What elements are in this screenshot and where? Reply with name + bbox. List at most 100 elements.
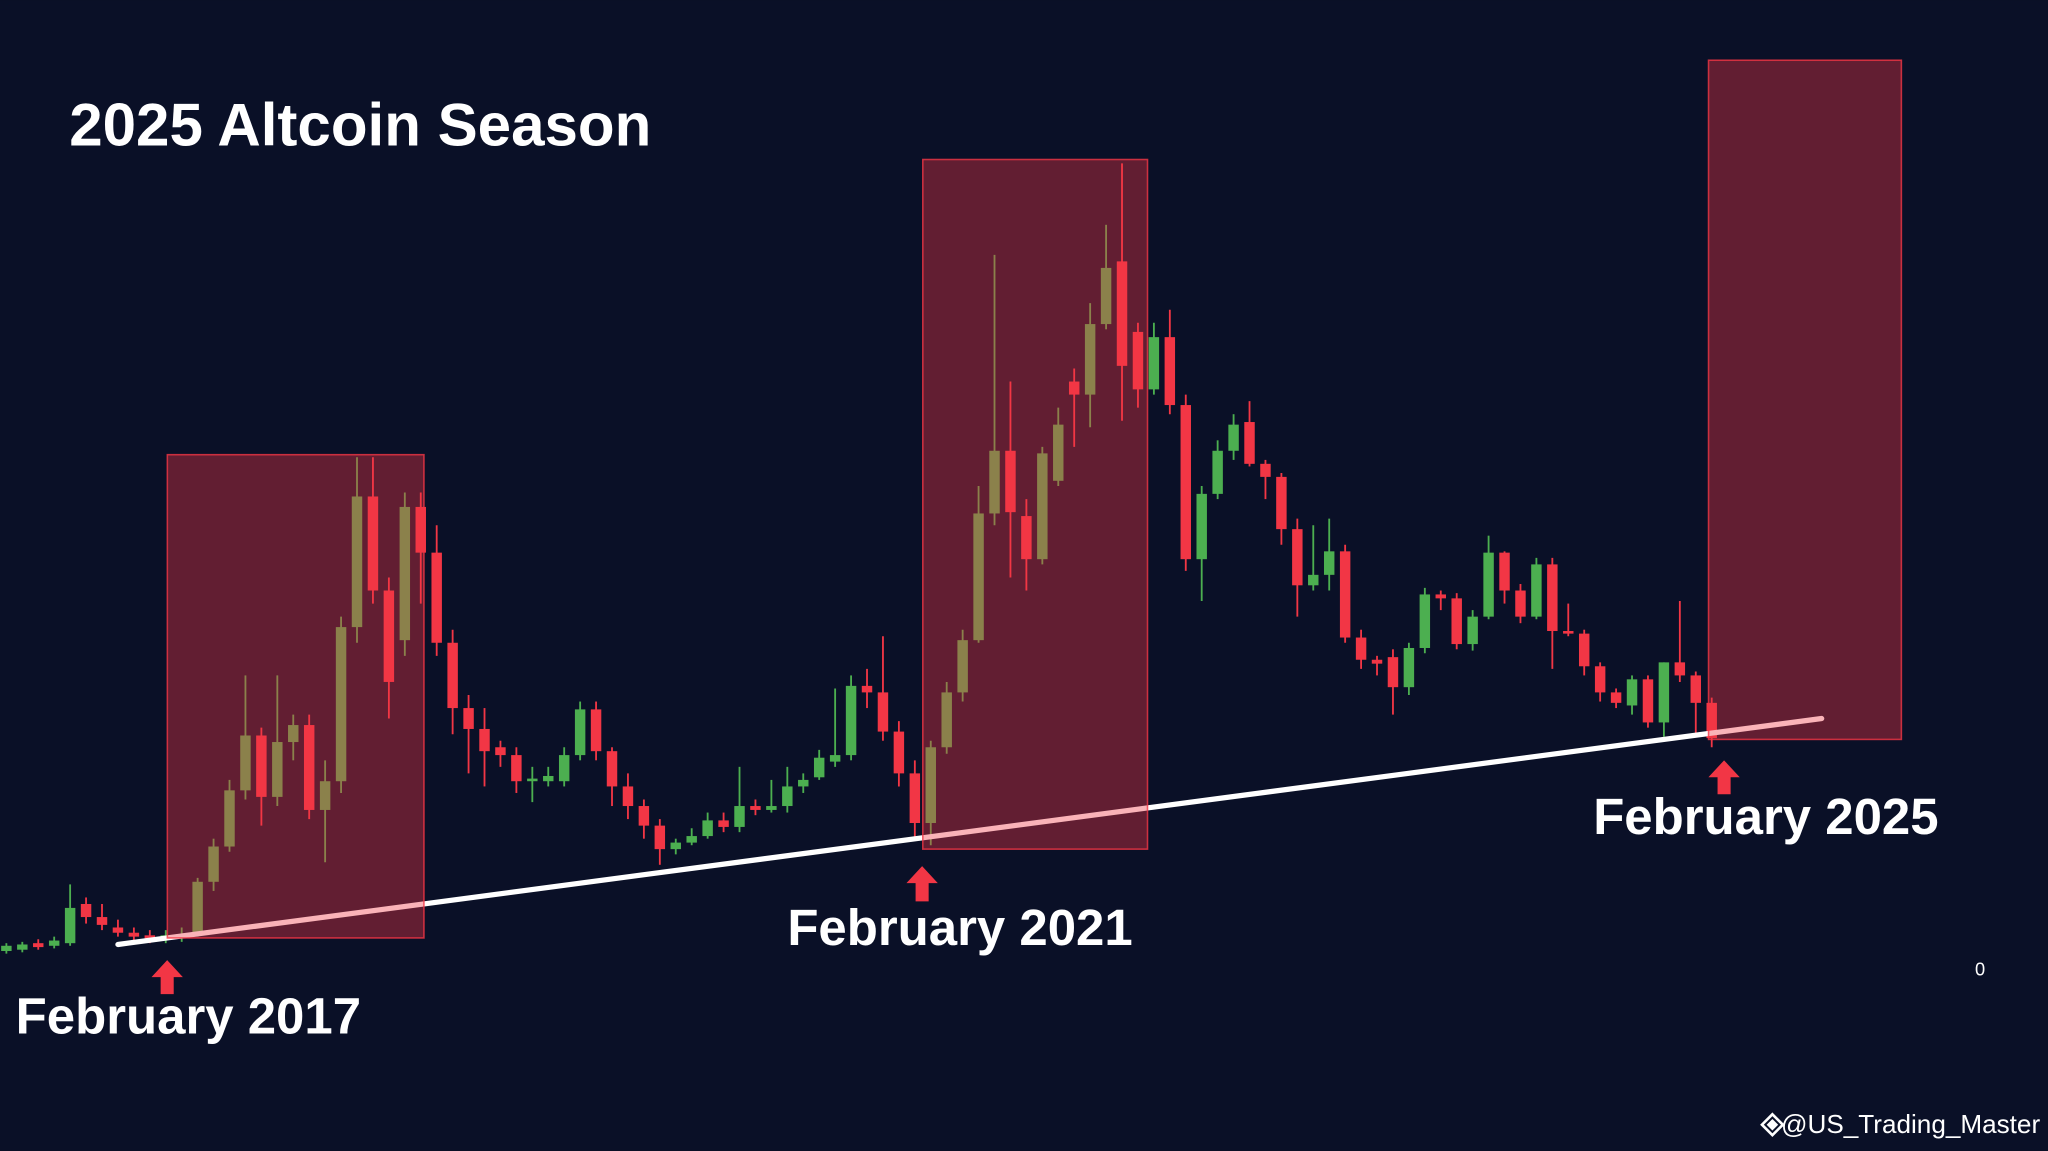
candle-body	[622, 786, 634, 807]
candle-body	[495, 747, 506, 756]
candle-body	[288, 725, 299, 743]
candle-body	[1515, 590, 1526, 617]
candle-body	[1244, 422, 1255, 464]
candle-body	[479, 728, 490, 752]
candle-body	[1132, 331, 1144, 390]
candle-body	[909, 773, 921, 824]
candle-body	[574, 709, 586, 756]
candle-body	[96, 917, 108, 925]
candle-body	[1594, 666, 1606, 693]
candle-body	[335, 627, 347, 782]
arrow	[151, 960, 183, 995]
candle-body	[1706, 702, 1717, 739]
candle-body	[415, 506, 426, 553]
candle-body	[798, 779, 809, 787]
candle-body	[1068, 381, 1080, 395]
candle-body	[1690, 675, 1702, 703]
watermark-icon	[1760, 1112, 1785, 1138]
candle-body	[1467, 616, 1478, 645]
arrow	[906, 866, 938, 902]
candle-body	[1578, 633, 1590, 667]
candle-body	[319, 781, 331, 810]
candle-body	[144, 935, 156, 940]
highlight-box	[166, 453, 425, 939]
candle-body	[543, 775, 554, 782]
annotation: February 2017	[16, 988, 361, 1045]
candle-body	[17, 944, 28, 950]
icon	[1760, 1112, 1785, 1138]
candle-body	[654, 825, 666, 850]
candle-body	[1100, 267, 1112, 325]
candle-body	[112, 927, 124, 933]
candle-body	[1531, 564, 1542, 617]
highlight-box	[1707, 59, 1903, 741]
candle-body	[1355, 637, 1367, 660]
candle-body	[1037, 453, 1048, 560]
candle-body	[734, 806, 745, 827]
candle-body	[1148, 337, 1160, 390]
candle-body	[1435, 594, 1446, 599]
candle-body	[128, 932, 140, 937]
candle-body	[447, 642, 458, 709]
candle-body	[1323, 551, 1335, 575]
candle-body	[224, 790, 235, 847]
candle-body	[973, 513, 984, 641]
candle-body	[829, 755, 841, 762]
candle-body	[351, 496, 363, 628]
candle-body	[1658, 662, 1670, 723]
candle-body	[367, 496, 379, 591]
candle-body	[877, 692, 889, 732]
candle-body	[638, 806, 650, 826]
candle-body	[1674, 662, 1686, 676]
candle-body	[1339, 551, 1351, 638]
chart-title: 2025 Altcoin Season	[69, 91, 651, 158]
candle-body	[256, 735, 267, 797]
candle-body	[1276, 476, 1287, 530]
candle-body	[1228, 424, 1239, 451]
candle-body	[1403, 647, 1415, 688]
candle-body	[893, 731, 905, 774]
candle-body	[1180, 405, 1191, 560]
candle-body	[303, 725, 315, 810]
candle-body	[845, 685, 857, 756]
candle-body	[1308, 574, 1319, 586]
candle-body	[1451, 598, 1462, 645]
trendline	[115, 715, 1825, 948]
y-tick-label: 0	[1975, 958, 1985, 979]
candle-body	[1053, 424, 1064, 481]
candle-body	[48, 940, 60, 946]
candle-body	[1610, 692, 1622, 703]
candle-body	[957, 640, 968, 693]
candle-body	[192, 881, 203, 935]
candle-body	[941, 692, 952, 748]
candle-body	[925, 747, 936, 824]
candle-body	[1116, 261, 1128, 366]
candle-body	[558, 755, 570, 782]
candle-body	[1563, 631, 1574, 634]
candle-body	[80, 903, 92, 918]
annotation: February 2025	[1593, 788, 1938, 845]
candle-body	[861, 685, 873, 693]
candle-body	[208, 846, 219, 882]
candle-body	[1164, 337, 1176, 406]
candle-body	[1483, 552, 1494, 617]
candle-body	[64, 907, 76, 944]
candle-body	[511, 755, 522, 782]
candle-body	[431, 552, 442, 643]
candle-body	[1005, 450, 1016, 513]
candle-body	[1292, 529, 1303, 586]
candle-body	[527, 778, 538, 782]
candle-body	[989, 450, 1000, 514]
icon	[1766, 1118, 1779, 1131]
candle-body	[1021, 516, 1032, 560]
candle-body	[1387, 657, 1399, 688]
candle-body	[399, 506, 411, 641]
candle-body	[1212, 450, 1223, 494]
candle-body	[1499, 552, 1510, 591]
candle-body	[670, 842, 681, 850]
candle-body	[1, 945, 12, 952]
candle-body	[1547, 564, 1558, 632]
candle-body	[1626, 679, 1638, 706]
candle-body	[766, 806, 777, 810]
